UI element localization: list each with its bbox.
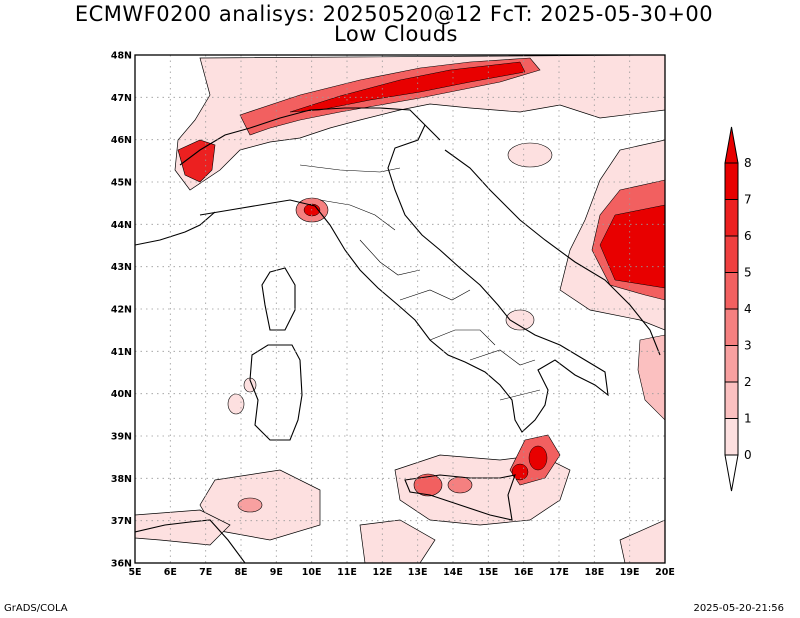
lon-tick-label: 7E [199, 567, 212, 578]
colorbar-swatch [724, 345, 739, 383]
colorbar-label: 3 [744, 339, 752, 353]
alps-border [179, 107, 441, 166]
balkan-coastline [444, 149, 661, 356]
italy-coastline [199, 124, 609, 433]
lon-tick-label: 16E [514, 567, 534, 578]
lon-tick-label: 18E [584, 567, 604, 578]
colorbar-label: 5 [744, 266, 752, 280]
corsica-coastline [261, 267, 296, 331]
colorbar-label: 8 [744, 156, 752, 170]
sardinia-coastline [249, 344, 303, 441]
coastlines [135, 107, 661, 563]
colorbar-label: 0 [744, 448, 752, 462]
colorbar-top-arrow [724, 126, 739, 164]
cloud-region-ionian [619, 519, 665, 563]
lat-tick-label: 47N [111, 93, 132, 104]
lon-tick-label: 12E [372, 567, 392, 578]
lon-tick-labels: 5E 6E 7E 8E 9E 10E 11E 12E 13E 14E 15E 16E 17E 18E 19E… [128, 567, 674, 578]
cloud-region-sicily-south [359, 519, 436, 563]
lat-tick-label: 37N [111, 516, 132, 527]
colorbar: 0 1 2 3 4 5 6 7 8 [724, 126, 752, 492]
cloud-region-tunisia [135, 509, 231, 546]
lat-tick-label: 45N [111, 178, 132, 189]
lon-tick-label: 14E [443, 567, 463, 578]
grid-lines [135, 55, 665, 563]
map-title: ECMWF0200 analisys: 20250520@12 FcT: 202… [74, 2, 714, 26]
lon-tick-label: 13E [408, 567, 428, 578]
colorbar-label: 4 [744, 302, 752, 316]
cloud-max-balkans [599, 204, 665, 289]
lat-tick-label: 44N [111, 220, 132, 231]
colorbar-swatch [724, 418, 739, 456]
lon-tick-label: 19E [620, 567, 640, 578]
lat-tick-label: 39N [111, 432, 132, 443]
colorbar-swatch [724, 235, 739, 273]
plot-frame [134, 54, 666, 564]
footer-timestamp: 2025-05-20-21:56 [693, 603, 784, 614]
colorbar-label: 1 [744, 412, 752, 426]
lon-tick-label: 20E [655, 567, 675, 578]
region-borders [299, 164, 541, 401]
lon-tick-label: 8E [234, 567, 247, 578]
colorbar-bottom-arrow [724, 454, 739, 492]
cloud-region-alps [174, 55, 665, 191]
lon-tick-label: 5E [128, 567, 141, 578]
colorbar-swatch [724, 381, 739, 419]
lat-tick-label: 46N [111, 135, 132, 146]
lat-tick-label: 41N [111, 347, 132, 358]
lon-tick-label: 9E [270, 567, 283, 578]
lat-tick-label: 42N [111, 305, 132, 316]
lon-tick-label: 6E [164, 567, 177, 578]
colorbar-swatch [724, 272, 739, 310]
cloud-max-alps [289, 61, 526, 113]
colorbar-swatch [724, 199, 739, 237]
sicily-coastline [404, 474, 516, 521]
lat-tick-label: 38N [111, 474, 132, 485]
footer-credit: GrADS/COLA [4, 603, 68, 614]
lat-tick-labels: 36N 37N 38N 39N 40N 41N 42N 43N 44N 45N 46N 47N 48N [111, 51, 132, 570]
lat-tick-label: 36N [111, 559, 132, 570]
lon-tick-label: 10E [302, 567, 322, 578]
cloud-spot-north-sicily [413, 473, 443, 497]
colorbar-label: 6 [744, 229, 752, 243]
lon-tick-label: 17E [549, 567, 569, 578]
lon-tick-label: 11E [337, 567, 357, 578]
map-subtitle: Low Clouds [334, 22, 458, 46]
lat-tick-label: 40N [111, 389, 132, 400]
france-coastline [135, 211, 216, 246]
colorbar-label: 2 [744, 375, 752, 389]
lon-tick-label: 15E [478, 567, 498, 578]
colorbar-label: 7 [744, 193, 752, 207]
lat-tick-label: 48N [111, 51, 132, 62]
colorbar-swatch [724, 162, 739, 200]
lat-tick-label: 43N [111, 262, 132, 273]
colorbar-swatch [724, 308, 739, 346]
tunisia-coastline [135, 519, 246, 563]
